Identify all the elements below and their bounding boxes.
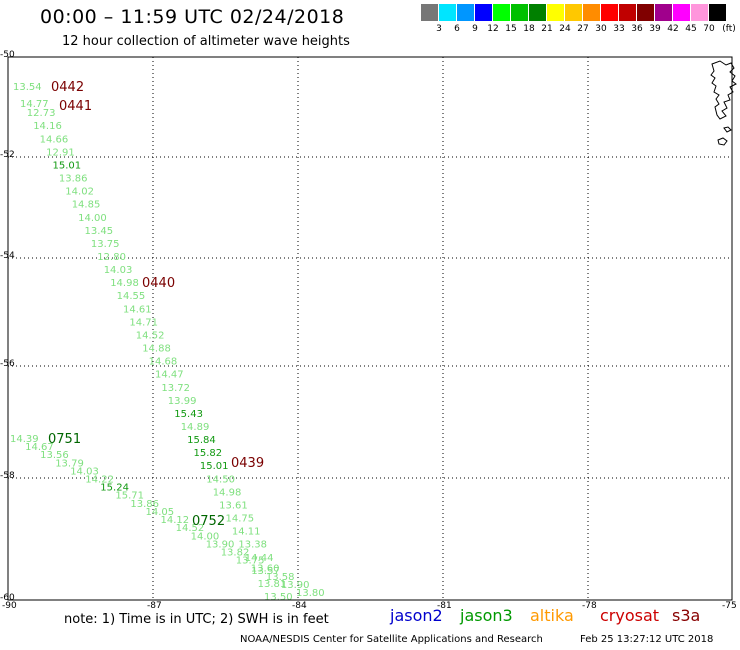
- satellite-name: s3a: [672, 606, 700, 625]
- wave-height-value: 14.71: [129, 317, 158, 328]
- credit-line: NOAA/NESDIS Center for Satellite Applica…: [240, 634, 543, 645]
- lat-label: -52: [0, 150, 15, 160]
- wave-height-value: 14.88: [142, 344, 171, 355]
- lon-label: -90: [2, 601, 17, 611]
- wave-height-value: 12.91: [46, 147, 75, 158]
- pass-time-label: 0752: [192, 514, 225, 529]
- wave-height-value: 12.80: [97, 252, 126, 263]
- lon-label: -75: [722, 601, 737, 611]
- pass-time-label: 0439: [231, 456, 264, 471]
- lat-label: -54: [0, 251, 15, 261]
- wave-height-value: 14.85: [72, 200, 101, 211]
- wave-height-value: 13.75: [91, 239, 120, 250]
- pass-time-label: 0442: [51, 80, 84, 95]
- lat-label: -50: [0, 50, 15, 60]
- wave-height-value: 13.80: [296, 588, 325, 599]
- wave-height-value: 14.55: [117, 291, 146, 302]
- satellite-name: cryosat: [600, 606, 659, 625]
- wave-height-value: 15.01: [53, 161, 82, 172]
- wave-height-value: 15.43: [174, 409, 203, 420]
- wave-height-value: 13.54: [13, 82, 42, 93]
- wave-height-value: 14.50: [206, 474, 235, 485]
- map-frame: [8, 57, 732, 600]
- wave-height-value: 13.45: [85, 226, 114, 237]
- wave-height-value: 14.68: [149, 357, 178, 368]
- wave-height-value: 13.86: [59, 174, 88, 185]
- satellite-name: jason2: [390, 606, 443, 625]
- lon-label: -78: [582, 601, 597, 611]
- wave-height-value: 15.82: [194, 448, 223, 459]
- lat-label: -58: [0, 471, 15, 481]
- wave-height-value: 14.03: [104, 265, 133, 276]
- wave-height-value: 13.61: [219, 501, 248, 512]
- wave-height-value: 14.98: [110, 278, 139, 289]
- generated-timestamp: Feb 25 13:27:12 UTC 2018: [580, 634, 713, 645]
- satellite-name: jason3: [460, 606, 513, 625]
- wave-height-value: 14.00: [78, 213, 107, 224]
- wave-height-value: 13.72: [161, 383, 190, 394]
- footer-note: note: 1) Time is in UTC; 2) SWH is in fe…: [64, 612, 329, 627]
- wave-height-value: 15.84: [187, 435, 216, 446]
- lon-label: -84: [292, 601, 307, 611]
- wave-height-value: 14.75: [226, 514, 255, 525]
- wave-height-value: 14.61: [123, 304, 152, 315]
- map-grid: [8, 57, 732, 600]
- wave-height-value: 13.50: [264, 592, 293, 603]
- wave-height-value: 14.89: [181, 422, 210, 433]
- wave-height-value: 12.73: [27, 108, 56, 119]
- pass-time-label: 0751: [48, 432, 81, 447]
- wave-height-value: 14.66: [40, 134, 69, 145]
- wave-height-value: 14.52: [136, 331, 165, 342]
- wave-height-value: 15.01: [200, 461, 229, 472]
- wave-height-value: 14.02: [65, 187, 94, 198]
- lat-label: -56: [0, 359, 15, 369]
- wave-height-value: 14.47: [155, 370, 184, 381]
- wave-height-value: 14.11: [232, 527, 261, 538]
- pass-time-label: 0441: [59, 99, 92, 114]
- pass-time-label: 0440: [142, 276, 175, 291]
- wave-height-value: 14.16: [33, 121, 62, 132]
- wave-height-value: 14.98: [213, 487, 242, 498]
- wave-height-value: 13.99: [168, 396, 197, 407]
- satellite-name: altika: [530, 606, 574, 625]
- lon-label: -87: [147, 601, 162, 611]
